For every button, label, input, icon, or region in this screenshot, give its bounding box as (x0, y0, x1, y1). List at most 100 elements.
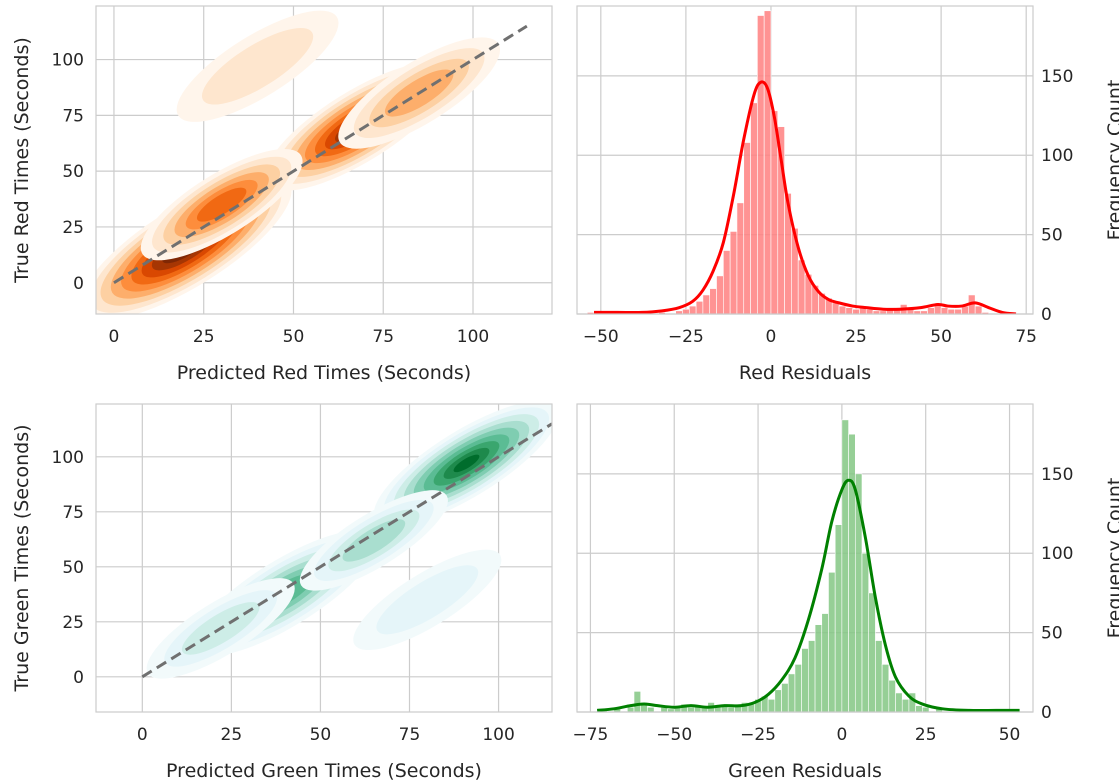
green-kde-xlabel: Predicted Green Times (Seconds) (166, 760, 482, 782)
x-tick-label: 50 (999, 725, 1021, 745)
histogram-bar (794, 664, 802, 712)
x-tick-label: −50 (583, 327, 619, 347)
x-tick-label: 75 (399, 725, 421, 745)
histogram-bar (828, 571, 836, 712)
kde-contour-level (376, 565, 479, 635)
red-hist-ylabel: Frequency Count (1104, 80, 1119, 241)
red-kde-contours (96, 10, 528, 314)
x-tick-label: 0 (137, 725, 148, 745)
x-tick-label: −25 (740, 725, 776, 745)
green-kde-frame (95, 403, 553, 713)
histogram-bar (801, 648, 809, 712)
green-kde-ticks: 0 25 50 75 100 0 25 50 75 100 (52, 448, 515, 745)
histogram-bar (901, 698, 910, 712)
histogram-bar (723, 250, 731, 314)
histogram-bar (736, 202, 745, 314)
y-tick-label: 75 (62, 503, 84, 523)
histogram-bar (633, 691, 642, 712)
red-hist-xlabel: Red Residuals (739, 362, 871, 384)
histogram-bar (757, 15, 765, 314)
histogram-bar (658, 312, 666, 314)
histogram-bar (974, 305, 983, 314)
kde-contour-level (196, 187, 247, 222)
histogram-bar (682, 308, 690, 314)
x-tick-label: 50 (930, 327, 952, 347)
y-tick-label: 0 (1041, 305, 1052, 325)
y-tick-label: 0 (1041, 703, 1052, 723)
red-kde-xlabel: Predicted Red Times (Seconds) (177, 362, 471, 384)
y-tick-label: 50 (1041, 624, 1063, 644)
y-tick-label: 150 (1041, 465, 1073, 485)
red-hist-frame (576, 5, 1034, 315)
histogram-bar (838, 305, 847, 314)
histogram-bar (848, 433, 856, 712)
red-kde-frame (95, 5, 553, 315)
histogram-bar (947, 308, 956, 314)
histogram-bar (940, 307, 949, 314)
green-hist-frame (576, 403, 1034, 713)
histogram-bar (702, 294, 711, 314)
histogram-bar (770, 110, 779, 314)
histogram-bar (868, 592, 876, 712)
x-tick-label: −50 (656, 725, 692, 745)
green-kde-contours (141, 404, 552, 679)
histogram-bar (895, 692, 903, 712)
histogram-bar (767, 698, 776, 712)
x-tick-label: 50 (310, 725, 332, 745)
green-kde-ylabel: True Green Times (Seconds) (11, 424, 33, 692)
x-tick-label: 0 (836, 725, 847, 745)
histogram-bar (981, 312, 990, 314)
green-hist-xlabel: Green Residuals (728, 760, 882, 782)
red-hist-bars (586, 10, 1017, 314)
y-tick-label: 100 (1041, 146, 1073, 166)
histogram-bar (814, 624, 823, 712)
y-tick-label: 50 (62, 162, 84, 182)
histogram-bar (915, 705, 923, 712)
histogram-bar (695, 300, 704, 314)
histogram-bar (781, 683, 789, 712)
histogram-bar (687, 706, 695, 712)
histogram-bar (821, 613, 829, 712)
y-tick-label: 25 (62, 613, 84, 633)
x-tick-label: 100 (457, 327, 489, 347)
x-tick-label: 25 (915, 725, 937, 745)
green-hist-ticks: −75 −50 −25 0 25 50 0 50 100 150 (572, 465, 1073, 745)
histogram-bar (716, 275, 724, 314)
histogram-bar (626, 706, 635, 712)
kde-density-line (596, 478, 1020, 712)
histogram-bar (875, 640, 883, 712)
histogram-bar (727, 706, 735, 712)
histogram-bar (845, 307, 853, 314)
y-tick-label: 100 (52, 51, 84, 71)
x-tick-label: 0 (109, 327, 120, 347)
histogram-bar (729, 231, 738, 314)
histogram-bar (774, 689, 782, 712)
y-tick-label: 0 (73, 274, 84, 294)
green-hist-bars (596, 419, 1020, 712)
histogram-bar (787, 673, 796, 712)
x-tick-label: 25 (845, 327, 867, 347)
x-tick-label: 50 (283, 327, 305, 347)
y-tick-label: 25 (62, 218, 84, 238)
red-kde-panel: 0 25 50 75 100 0 25 50 75 100 Predicted Red Times… (11, 5, 553, 384)
histogram-bar (841, 419, 849, 712)
histogram-bar (647, 706, 655, 712)
x-tick-label: 0 (766, 327, 777, 347)
kde-contour-level (342, 519, 406, 562)
y-tick-label: 50 (62, 558, 84, 578)
histogram-bar (743, 142, 751, 314)
histogram-bar (927, 307, 935, 314)
y-tick-label: 150 (1041, 67, 1073, 87)
histogram-bar (922, 706, 930, 712)
x-tick-label: −75 (572, 725, 608, 745)
histogram-bar (954, 308, 962, 314)
red-kde-ylabel: True Red Times (Seconds) (11, 37, 33, 284)
x-tick-label: 75 (1015, 327, 1037, 347)
y-tick-label: 100 (52, 448, 84, 468)
identity-reference-line (113, 24, 528, 285)
kde-contour-level (201, 27, 314, 105)
red-kde-ticks: 0 25 50 75 100 0 25 50 75 100 (52, 51, 490, 347)
